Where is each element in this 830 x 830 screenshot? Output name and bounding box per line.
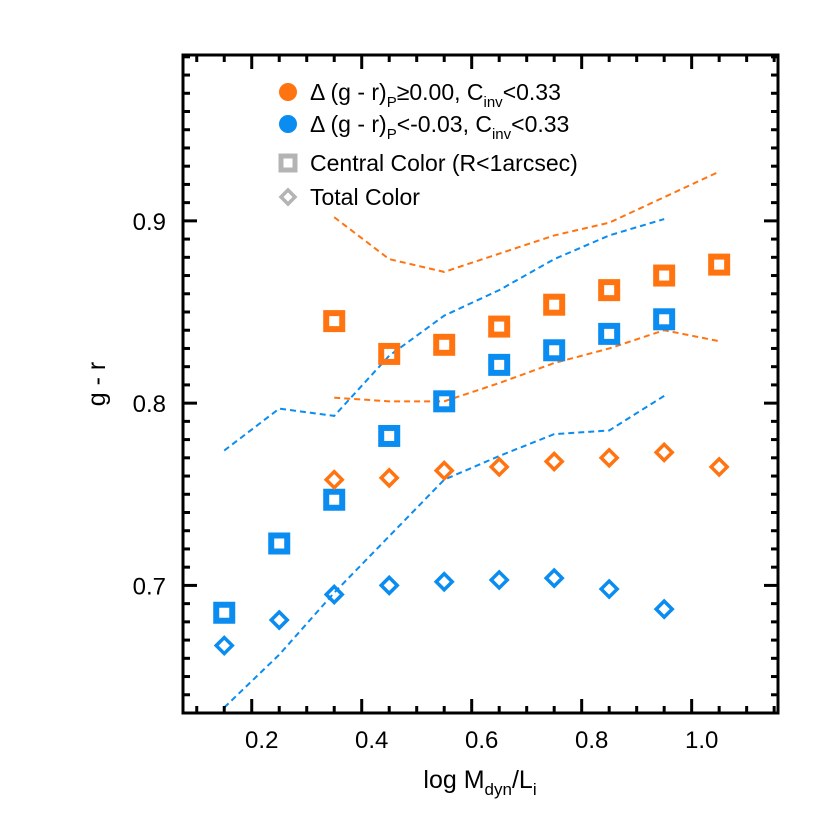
diamond-marker-blue: [598, 578, 620, 600]
square-marker-blue: [213, 601, 236, 624]
x-tick-label: 0.8: [575, 727, 608, 754]
x-tick-label: 0.4: [355, 727, 388, 754]
axis-ticks: [183, 55, 778, 715]
diamond-marker-orange: [543, 450, 565, 472]
square-marker-blue: [543, 339, 566, 362]
diamond-marker-orange: [708, 456, 730, 478]
dashed-line-orange: [333, 170, 720, 273]
diamond-marker-orange: [433, 460, 455, 482]
diamond-marker-blue: [323, 584, 345, 605]
x-tick-label: 0.6: [465, 727, 498, 754]
y-tick-label: 0.7: [133, 573, 166, 600]
legend-label: Δ (g - r)P≥0.00, Cinv<0.33: [310, 79, 561, 111]
diamond-marker-orange: [653, 441, 675, 463]
square-marker-blue: [268, 532, 291, 555]
y-tick-label: 0.8: [133, 391, 166, 418]
series-markers: [213, 253, 731, 657]
diamond-marker-orange: [378, 467, 400, 489]
y-axis-label: g - r: [83, 362, 111, 406]
dashed-line-orange: [334, 329, 720, 403]
diamond-marker-blue: [268, 609, 290, 631]
x-axis-label: log Mdyn/Li: [423, 766, 536, 799]
diamond-marker-blue: [378, 574, 400, 596]
square-marker-blue: [378, 424, 401, 447]
legend-label: Total Color: [310, 184, 420, 210]
square-marker-orange: [598, 279, 621, 302]
x-tick-label: 0.2: [245, 727, 278, 754]
square-marker-orange: [378, 342, 401, 365]
legend-circle-icon: [279, 83, 297, 101]
series-lines: [223, 170, 720, 709]
x-tick-labels: 0.2 0.4 0.6 0.8 1.0: [245, 727, 718, 754]
square-marker-blue: [488, 353, 511, 376]
legend: Δ (g - r)P≥0.00, Cinv<0.33Δ (g - r)P<-0.…: [278, 79, 578, 210]
square-marker-blue: [323, 488, 346, 511]
legend-diamond-icon: [278, 187, 298, 207]
dashed-line-blue: [223, 218, 665, 452]
legend-circle-icon: [279, 115, 297, 133]
diamond-marker-orange: [488, 456, 510, 478]
square-marker-orange: [488, 315, 511, 338]
legend-label: Central Color (R<1arcsec): [310, 150, 578, 176]
dashed-line-blue: [223, 395, 665, 709]
square-marker-orange: [433, 333, 456, 356]
legend-label: Δ (g - r)P<-0.03, Cinv<0.33: [310, 111, 569, 143]
square-marker-blue: [598, 322, 621, 345]
diamond-marker-blue: [543, 567, 565, 589]
diamond-marker-blue: [433, 571, 455, 593]
y-tick-labels: 0.7 0.8 0.9: [133, 209, 166, 601]
diamond-marker-orange: [598, 447, 620, 469]
legend-square-icon: [278, 153, 298, 173]
square-marker-blue: [653, 308, 676, 331]
diamond-marker-blue: [653, 598, 675, 620]
diamond-marker-blue: [213, 635, 235, 657]
diamond-marker-blue: [488, 569, 510, 591]
square-marker-orange: [708, 253, 731, 276]
x-tick-label: 1.0: [685, 727, 718, 754]
square-marker-orange: [653, 264, 676, 287]
square-marker-orange: [543, 293, 566, 316]
y-tick-label: 0.9: [133, 209, 166, 236]
plot-frame: [181, 53, 780, 715]
diamond-marker-orange: [323, 469, 345, 491]
square-marker-orange: [323, 310, 346, 333]
square-marker-blue: [433, 390, 456, 413]
